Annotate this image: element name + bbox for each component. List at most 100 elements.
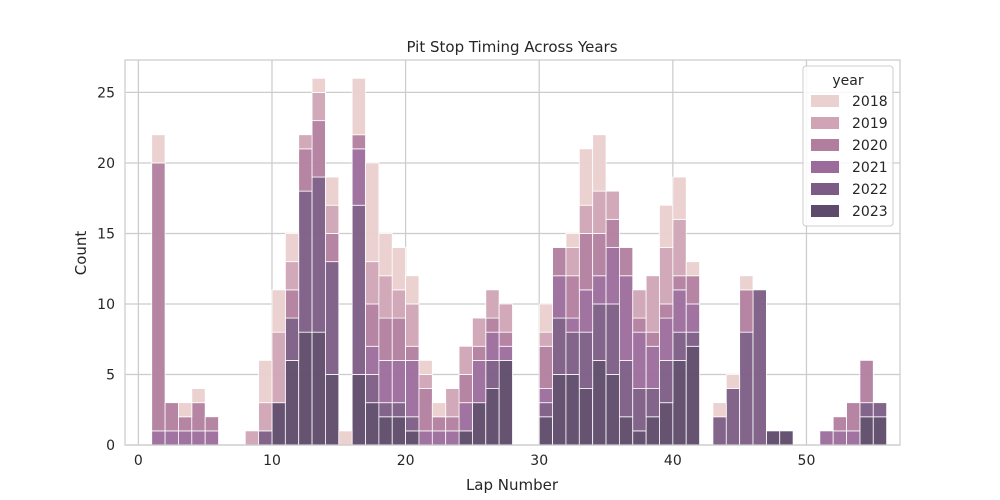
bar-2020-lap-26 [485, 317, 500, 333]
legend-item-2023: 2023 [852, 204, 888, 220]
bar-2020-lap-21 [418, 388, 433, 432]
bar-2023-lap-47 [765, 430, 781, 446]
bar-2022-lap-39 [659, 359, 674, 404]
bar-2018-lap-18 [378, 233, 393, 277]
y-tick-label: 20 [97, 156, 115, 172]
bar-2020-lap-17 [365, 303, 380, 347]
bar-2018-lap-44 [725, 374, 741, 389]
legend-item-2021: 2021 [852, 160, 888, 176]
bar-2019-lap-24 [458, 345, 473, 375]
bar-2023-lap-17 [365, 402, 380, 446]
bar-2019-lap-30 [538, 331, 553, 347]
bar-2023-lap-12 [298, 331, 313, 446]
bar-2019-lap-23 [445, 388, 460, 418]
legend: year 2018 2019 2020 2021 2022 2023 [802, 65, 894, 227]
bar-2018-lap-10 [271, 289, 286, 333]
bar-2021-lap-38 [645, 345, 660, 389]
bar-2023-lap-14 [325, 374, 340, 446]
bar-2022-lap-32 [565, 331, 580, 375]
bar-2018-lap-15 [338, 430, 353, 446]
bar-2018-lap-40 [672, 176, 687, 220]
bar-2020-lap-24 [458, 374, 473, 404]
bar-2023-lap-40 [672, 359, 687, 446]
bar-2023-lap-36 [618, 416, 634, 446]
bar-2020-lap-16 [351, 134, 366, 150]
y-tick-label: 25 [97, 85, 115, 101]
bar-2019-lap-25 [472, 317, 487, 347]
bar-2022-lap-41 [685, 331, 700, 347]
bar-2019-lap-14 [325, 204, 340, 234]
bar-2020-lap-37 [632, 317, 647, 333]
bar-2021-lap-31 [552, 275, 567, 319]
bar-2021-lap-2 [164, 430, 179, 446]
bar-2023-lap-32 [565, 374, 580, 446]
bar-2019-lap-34 [592, 190, 607, 234]
bar-2021-lap-27 [498, 345, 513, 361]
y-tick-label: 10 [97, 297, 115, 313]
bar-2023-lap-30 [538, 416, 553, 446]
bar-2020-lap-31 [552, 247, 567, 277]
bar-2019-lap-39 [659, 247, 674, 305]
bar-2021-lap-16 [351, 148, 366, 206]
bar-2021-lap-33 [578, 289, 594, 333]
bar-2019-lap-32 [565, 247, 580, 277]
x-tick-label: 20 [397, 453, 415, 469]
bar-2021-lap-36 [618, 275, 634, 361]
bar-2021-lap-22 [431, 430, 447, 446]
bar-2022-lap-31 [552, 317, 567, 375]
bar-2019-lap-12 [298, 134, 313, 150]
bar-2023-lap-35 [605, 374, 620, 446]
bar-2023-lap-13 [311, 331, 326, 446]
bar-2021-lap-40 [672, 289, 687, 333]
legend-swatch-2020 [811, 139, 839, 151]
bar-2021-lap-32 [565, 317, 580, 333]
bar-2020-lap-14 [325, 233, 340, 263]
bar-2022-lap-11 [284, 317, 300, 361]
bar-2019-lap-18 [378, 275, 393, 319]
bar-2018-lap-45 [739, 275, 754, 291]
bar-2022-lap-35 [605, 303, 620, 375]
bar-2022-lap-33 [578, 331, 594, 389]
bar-2023-lap-16 [351, 374, 366, 446]
bar-2023-lap-19 [391, 416, 407, 446]
bar-2023-lap-26 [485, 388, 500, 446]
bar-2020-lap-36 [618, 247, 634, 277]
bar-2021-lap-4 [191, 430, 206, 446]
bar-2018-lap-30 [538, 303, 553, 333]
legend-item-2019: 2019 [852, 116, 888, 132]
bar-2019-lap-10 [271, 331, 286, 404]
bar-2020-lap-5 [204, 416, 219, 432]
bar-2022-lap-45 [739, 331, 754, 446]
legend-item-2020: 2020 [852, 138, 888, 154]
bar-2019-lap-40 [672, 218, 687, 277]
bar-2020-lap-54 [859, 359, 874, 404]
x-tick-label: 0 [134, 453, 143, 469]
bar-2020-lap-40 [672, 275, 687, 291]
bar-2019-lap-21 [418, 374, 433, 389]
bar-2020-lap-52 [832, 416, 847, 432]
legend-title: year [832, 73, 863, 89]
x-tick-label: 50 [798, 453, 816, 469]
bar-2021-lap-24 [458, 402, 473, 432]
bar-2019-lap-27 [498, 303, 513, 333]
bar-2023-lap-37 [632, 430, 647, 446]
bar-2021-lap-3 [178, 430, 193, 446]
bar-2018-lap-43 [712, 402, 727, 418]
bar-2020-lap-45 [739, 289, 754, 333]
bar-2020-lap-41 [685, 275, 700, 305]
bar-2022-lap-26 [485, 359, 500, 389]
y-axis-label: Count [72, 231, 90, 276]
bar-2022-lap-55 [872, 402, 888, 418]
bar-2018-lap-33 [578, 148, 594, 206]
x-axis-label: Lap Number [466, 476, 559, 494]
bar-2018-lap-16 [351, 77, 366, 136]
bar-2019-lap-33 [578, 204, 594, 234]
bar-2018-lap-3 [178, 402, 193, 418]
legend-swatch-2023 [811, 205, 839, 217]
bar-2022-lap-9 [258, 430, 273, 446]
bar-2022-lap-44 [725, 388, 741, 446]
bar-2020-lap-1 [151, 162, 166, 432]
bar-2018-lap-34 [592, 134, 607, 192]
bar-2019-lap-19 [391, 289, 407, 319]
